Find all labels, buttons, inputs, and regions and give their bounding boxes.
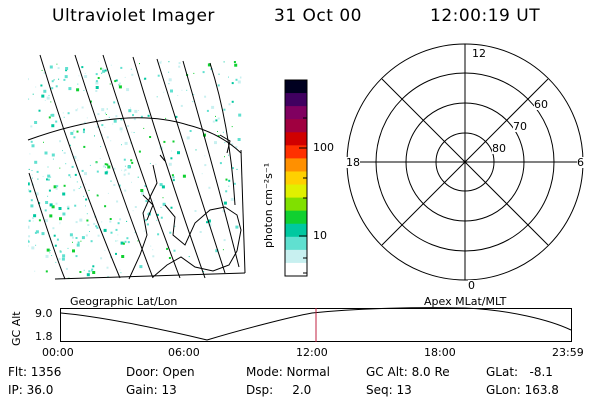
sequence-number: Seq: 13	[366, 383, 412, 397]
polar-mlat-mlt-plot	[346, 43, 584, 281]
geographic-latitude: GLat: -8.1	[486, 365, 553, 379]
colorbar-swatch	[285, 249, 307, 264]
colorbar-swatch	[285, 145, 307, 159]
timeline-x-tick-1800: 18:00	[424, 346, 456, 359]
colorbar-swatch	[285, 210, 307, 225]
colorbar-tick-100: 100	[313, 141, 334, 154]
timeline-y-tick-high: 9.0	[35, 307, 53, 320]
door-status: Door: Open	[126, 365, 195, 379]
altitude-timeline	[60, 307, 572, 342]
timeline-x-tick-1200: 12:00	[296, 346, 328, 359]
colorbar	[284, 79, 308, 277]
colorbar-swatch	[285, 158, 307, 172]
aurora-emission-pixels	[28, 60, 242, 279]
timeline-x-tick-2359: 23:59	[552, 346, 584, 359]
timeline-y-axis-label: GC Alt	[10, 311, 23, 346]
gc-altitude: GC Alt: 8.0 Re	[366, 365, 450, 379]
colorbar-swatch	[285, 93, 307, 107]
date-label: 31 Oct 00	[274, 6, 362, 26]
timeline-x-tick-0600: 06:00	[168, 346, 200, 359]
mlat-label-70: 70	[513, 120, 527, 133]
flight-number: Flt: 1356	[8, 365, 62, 379]
coastline	[128, 134, 242, 280]
map-grid-lines	[27, 54, 246, 280]
geographic-map	[27, 54, 246, 280]
timeline-x-tick-0000: 00:00	[42, 346, 74, 359]
colorbar-swatch	[285, 171, 307, 186]
geographic-longitude: GLon: 163.8	[486, 383, 559, 397]
mlt-label-6: 6	[577, 156, 584, 169]
ip-value: IP: 36.0	[8, 383, 54, 397]
gain-value: Gain: 13	[126, 383, 177, 397]
timeline-y-tick-low: 1.8	[35, 330, 53, 343]
app-title: Ultraviolet Imager	[52, 6, 215, 26]
mlt-label-12: 12	[472, 47, 486, 60]
colorbar-swatch	[285, 80, 307, 94]
dsp-value: Dsp: 2.0	[246, 383, 312, 397]
timeline-right-label: Apex MLat/MLT	[424, 295, 507, 308]
colorbar-swatch	[285, 197, 307, 212]
colorbar-swatch	[285, 236, 307, 251]
mlt-label-0: 0	[468, 279, 475, 292]
colorbar-swatch	[285, 184, 307, 199]
colorbar-tick-10: 10	[313, 229, 327, 242]
colorbar-swatch	[285, 223, 307, 238]
colorbar-swatch	[285, 262, 307, 277]
timeline-left-label: Geographic Lat/Lon	[70, 295, 178, 308]
mode-status: Mode: Normal	[246, 365, 330, 379]
time-label: 12:00:19 UT	[430, 6, 541, 26]
polar-diagonal-2	[381, 78, 549, 246]
mlat-label-80: 80	[492, 142, 506, 155]
colorbar-swatch	[285, 106, 307, 120]
altitude-curve	[60, 307, 572, 341]
colorbar-unit-label: photon cm⁻²s⁻¹	[262, 162, 275, 248]
mlat-label-60: 60	[534, 98, 548, 111]
colorbar-swatch	[285, 119, 307, 133]
colorbar-swatch	[285, 132, 307, 146]
mlt-label-18: 18	[346, 156, 360, 169]
